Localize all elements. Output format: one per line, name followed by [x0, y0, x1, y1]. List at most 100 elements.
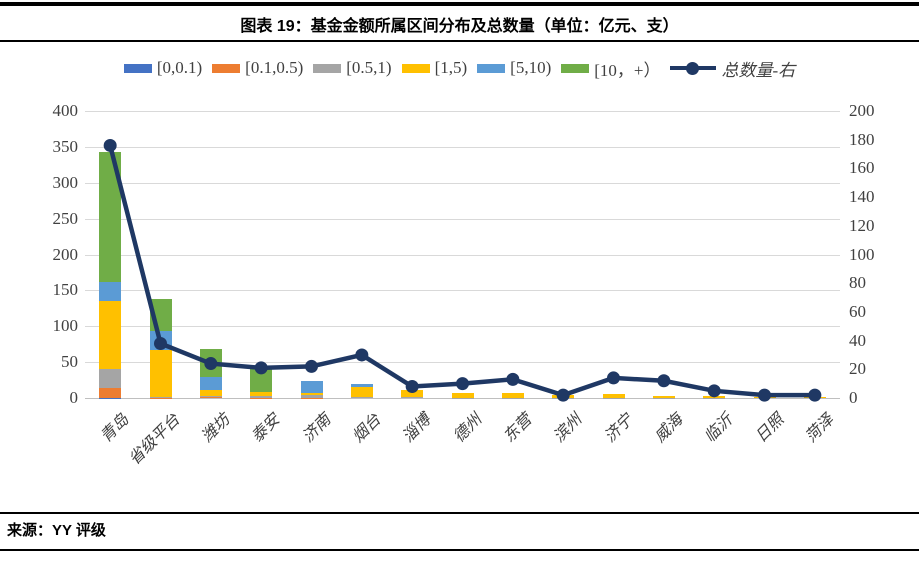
bar-segment — [250, 392, 272, 396]
line-marker — [456, 377, 469, 390]
legend-item: [0.1,0.5) — [212, 58, 303, 78]
legend-label: 总数量-右 — [721, 56, 795, 81]
bar-segment — [603, 394, 625, 398]
line-marker — [758, 389, 771, 402]
bar-segment — [804, 397, 826, 398]
gridline — [85, 183, 840, 184]
bar-segment — [150, 350, 172, 397]
legend-swatch-icon — [124, 64, 152, 73]
chart-plot-area: 0 50 100 150 200 250 300 350 400 0 20 40 60 80 100 120 1… — [0, 95, 919, 495]
bar-segment — [200, 397, 222, 398]
line-marker — [808, 389, 821, 402]
title-rule — [0, 40, 919, 42]
legend-dot-icon — [686, 62, 699, 75]
bar-segment — [150, 331, 172, 350]
gridline — [85, 219, 840, 220]
right-axis-tick-label: 140 — [849, 187, 875, 207]
bar-segment — [452, 393, 474, 398]
left-axis-tick-label: 150 — [26, 280, 78, 300]
legend-label: [1,5) — [435, 58, 468, 78]
right-axis-tick-label: 40 — [849, 331, 866, 351]
left-axis-tick-label: 300 — [26, 173, 78, 193]
left-axis-tick-label: 0 — [26, 388, 78, 408]
gridline — [85, 290, 840, 291]
left-axis-tick-label: 400 — [26, 101, 78, 121]
bar-segment — [703, 396, 725, 398]
bar-segment — [502, 393, 524, 398]
legend-item: [10，+） — [561, 56, 660, 81]
gridline — [85, 326, 840, 327]
bar-segment — [301, 381, 323, 393]
legend-item: [5,10) — [477, 58, 551, 78]
right-axis-tick-label: 100 — [849, 245, 875, 265]
footer-rule — [0, 512, 919, 514]
legend-swatch-icon — [313, 64, 341, 73]
footer-rule — [0, 549, 919, 551]
bar-segment — [99, 282, 121, 301]
gridline — [85, 362, 840, 363]
bar-segment — [99, 152, 121, 282]
legend-swatch-icon — [402, 64, 430, 73]
right-axis-tick-label: 200 — [849, 101, 875, 121]
bar-segment — [99, 388, 121, 398]
legend-item: [1,5) — [402, 58, 468, 78]
bar-segment — [401, 397, 423, 398]
legend-label: [0,0.1) — [157, 58, 202, 78]
line-marker — [104, 139, 117, 152]
line-marker — [657, 374, 670, 387]
gridline — [85, 147, 840, 148]
legend-swatch-icon — [561, 64, 589, 73]
bar-segment — [301, 395, 323, 397]
bar-segment — [250, 396, 272, 398]
legend-item: [0,0.1) — [124, 58, 202, 78]
bar-segment — [99, 301, 121, 369]
bar-segment — [150, 299, 172, 331]
right-axis-tick-label: 120 — [849, 216, 875, 236]
chart-title: 图表 19：基金金额所属区间分布及总数量（单位：亿元、支） — [0, 12, 919, 36]
gridline — [85, 398, 840, 399]
left-axis-tick-label: 250 — [26, 209, 78, 229]
bar-segment — [351, 384, 373, 388]
right-axis-tick-label: 20 — [849, 359, 866, 379]
line-marker — [607, 371, 620, 384]
legend-line-marker-icon — [670, 61, 716, 75]
bar-segment — [200, 390, 222, 396]
bar-segment — [653, 396, 675, 398]
source-note: 来源：YY 评级 — [7, 519, 106, 540]
bar-segment — [250, 369, 272, 392]
line-marker — [506, 373, 519, 386]
top-rule — [0, 2, 919, 6]
legend-item: [0.5,1) — [313, 58, 391, 78]
bar-segment — [200, 349, 222, 377]
right-axis-tick-label: 0 — [849, 388, 858, 408]
right-axis-tick-label: 80 — [849, 273, 866, 293]
right-axis-tick-label: 160 — [849, 158, 875, 178]
legend-label: [0.5,1) — [346, 58, 391, 78]
legend-label: [0.1,0.5) — [245, 58, 303, 78]
bar-segment — [200, 377, 222, 390]
right-axis-tick-label: 60 — [849, 302, 866, 322]
left-axis-tick-label: 200 — [26, 245, 78, 265]
left-axis-tick-label: 100 — [26, 316, 78, 336]
left-axis-tick-label: 50 — [26, 352, 78, 372]
chart-legend: [0,0.1) [0.1,0.5) [0.5,1) [1,5) [5,10) [10，+）… — [0, 56, 919, 80]
left-axis-tick-label: 350 — [26, 137, 78, 157]
gridline — [85, 255, 840, 256]
bar-segment — [150, 397, 172, 398]
gridline — [85, 111, 840, 112]
legend-swatch-icon — [212, 64, 240, 73]
bar-segment — [200, 396, 222, 397]
legend-item: 总数量-右 — [670, 56, 795, 81]
legend-swatch-icon — [477, 64, 505, 73]
bar-segment — [552, 395, 574, 398]
right-axis-tick-label: 180 — [849, 130, 875, 150]
line-marker — [355, 348, 368, 361]
bar-segment — [301, 393, 323, 396]
bar-segment — [351, 387, 373, 396]
legend-label: [5,10) — [510, 58, 551, 78]
bar-segment — [99, 369, 121, 387]
bar-segment — [351, 397, 373, 398]
legend-label: [10，+） — [594, 56, 660, 81]
bar-segment — [754, 397, 776, 398]
bar-segment — [401, 390, 423, 397]
